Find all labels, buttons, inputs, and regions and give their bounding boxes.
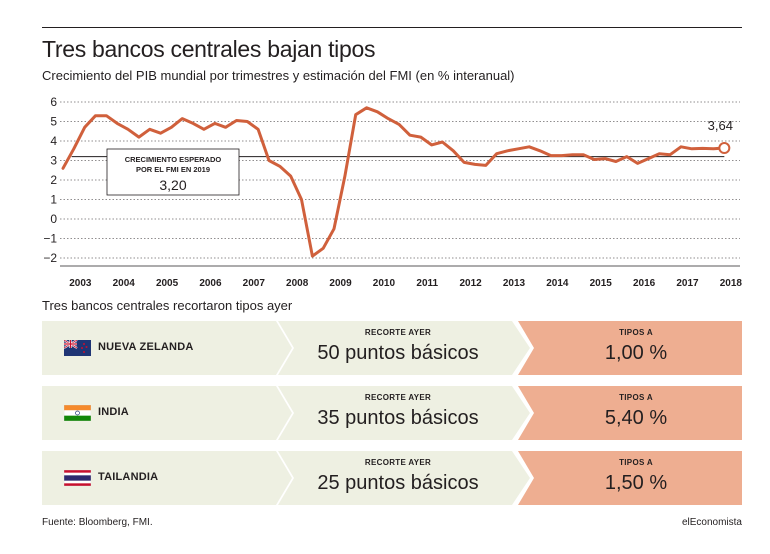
y-tick-label: 4 xyxy=(50,134,57,148)
y-tick-label: 0 xyxy=(50,212,57,226)
series-line xyxy=(61,106,726,258)
x-tick-label: 2012 xyxy=(460,278,483,289)
x-tick-label: 2015 xyxy=(590,278,613,289)
cut-value: 25 puntos básicos xyxy=(317,472,479,494)
rate-value: 1,50 % xyxy=(604,472,668,494)
y-tick-label: 3 xyxy=(50,154,57,168)
thailand-flag-icon xyxy=(64,470,91,486)
cut-header: RECORTE AYER xyxy=(364,458,432,467)
reference-annotation: CRECIMIENTO ESPERADO POR EL FMI EN 2019 … xyxy=(106,148,240,196)
gdp-line-chart: 6 5 4 3 2 1 0 −1 −2 2003 2004 2005 2006 2007 2008 2009… xyxy=(43,95,742,289)
india-flag-icon xyxy=(64,405,91,421)
x-tick-label: 2007 xyxy=(243,278,266,289)
reference-label-line1: CRECIMIENTO ESPERADO xyxy=(125,155,222,164)
end-value-label: 3,64 xyxy=(708,118,733,133)
rate-row: INDIA RECORTE AYER 35 puntos básicos TIPOS … xyxy=(42,386,742,440)
rate-cell: TIPOS A 5,40 % xyxy=(518,386,742,440)
y-axis-labels: 6 5 4 3 2 1 0 −1 −2 xyxy=(43,95,57,265)
y-tick-label: 6 xyxy=(50,95,57,109)
x-tick-label: 2018 xyxy=(720,278,743,289)
rate-value: 1,00 % xyxy=(604,342,668,364)
nz-flag-icon xyxy=(64,340,91,356)
cut-value: 50 puntos básicos xyxy=(317,342,479,364)
gridlines xyxy=(60,101,740,267)
x-tick-label: 2011 xyxy=(416,278,438,289)
rate-header: TIPOS A xyxy=(619,328,653,337)
rate-cell: TIPOS A 1,00 % xyxy=(518,321,742,375)
cut-value: 35 puntos básicos xyxy=(317,407,479,429)
country-cell: NUEVA ZELANDA xyxy=(42,321,292,375)
x-tick-label: 2009 xyxy=(329,278,352,289)
x-tick-label: 2005 xyxy=(156,278,179,289)
page-title: Tres bancos centrales bajan tipos xyxy=(42,36,376,62)
country-name: INDIA xyxy=(98,406,129,418)
end-point-marker xyxy=(718,142,731,155)
top-rule xyxy=(42,27,742,28)
country-name: TAILANDIA xyxy=(98,471,159,483)
x-tick-label: 2017 xyxy=(676,278,699,289)
cut-cell: RECORTE AYER 35 puntos básicos xyxy=(278,386,530,440)
country-name: NUEVA ZELANDA xyxy=(98,341,194,353)
rate-cell: TIPOS A 1,50 % xyxy=(518,451,742,505)
country-cell: TAILANDIA xyxy=(42,451,292,505)
cut-header: RECORTE AYER xyxy=(364,328,432,337)
x-axis-labels: 2003 2004 2005 2006 2007 2008 2009 2010 2011 2012… xyxy=(69,278,742,289)
cut-cell: RECORTE AYER 50 puntos básicos xyxy=(278,321,530,375)
rate-row: TAILANDIA RECORTE AYER 25 puntos básicos TI… xyxy=(42,451,742,505)
rate-row: NUEVA ZELANDA RECORTE AYER 50 puntos básic… xyxy=(42,321,742,375)
rates-section-title: Tres bancos centrales recortaron tipos a… xyxy=(42,298,293,313)
cut-header: RECORTE AYER xyxy=(364,393,432,402)
x-tick-label: 2013 xyxy=(503,278,526,289)
rate-header: TIPOS A xyxy=(619,393,653,402)
page-subtitle: Crecimiento del PIB mundial por trimestr… xyxy=(42,68,515,83)
reference-label-line2: POR EL FMI EN 2019 xyxy=(136,165,210,174)
x-tick-label: 2008 xyxy=(286,278,309,289)
x-tick-label: 2003 xyxy=(69,278,92,289)
y-tick-label: −2 xyxy=(43,251,57,265)
reference-box xyxy=(106,148,240,196)
y-tick-label: 2 xyxy=(50,173,57,187)
x-tick-label: 2004 xyxy=(113,278,136,289)
y-tick-label: 5 xyxy=(50,115,57,129)
x-tick-label: 2014 xyxy=(546,278,569,289)
x-tick-label: 2006 xyxy=(199,278,222,289)
source-note: Fuente: Bloomberg, FMI. xyxy=(42,517,153,528)
cut-cell: RECORTE AYER 25 puntos básicos xyxy=(278,451,530,505)
rate-value: 5,40 % xyxy=(604,407,668,429)
country-cell: INDIA xyxy=(42,386,292,440)
rate-header: TIPOS A xyxy=(619,458,653,467)
brand-label: elEconomista xyxy=(681,517,742,528)
y-tick-label: −1 xyxy=(43,232,57,246)
x-tick-label: 2010 xyxy=(373,278,396,289)
x-tick-label: 2016 xyxy=(633,278,656,289)
reference-value-label: 3,20 xyxy=(159,177,186,193)
y-tick-label: 1 xyxy=(50,193,57,207)
